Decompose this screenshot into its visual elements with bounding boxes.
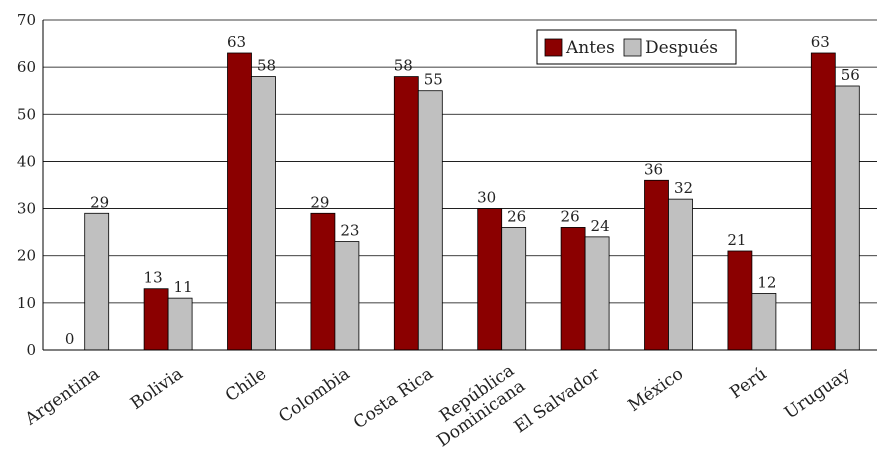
data-label: 13	[144, 269, 163, 287]
data-label: 58	[257, 57, 276, 75]
data-label: 23	[340, 222, 359, 240]
bar-antes-6	[560, 227, 586, 351]
legend-label: Antes	[565, 38, 615, 58]
data-label: 29	[310, 193, 329, 211]
data-label: 30	[477, 189, 496, 207]
legend-swatch-antes	[544, 38, 563, 57]
bar-antes-2	[227, 52, 252, 351]
y-tick-label: 60	[17, 58, 36, 76]
bar-después-8	[751, 293, 777, 351]
bar-antes-7	[644, 179, 669, 351]
data-label: 26	[561, 207, 580, 225]
x-tick-label-line: Costa Rica	[350, 364, 437, 433]
x-tick-label: México	[625, 364, 687, 416]
data-label: 29	[90, 193, 109, 211]
data-label: 32	[674, 179, 693, 197]
data-label: 36	[644, 160, 663, 178]
x-tick-label: Perú	[726, 364, 770, 403]
data-label: 56	[841, 66, 860, 84]
data-label: 21	[727, 231, 746, 249]
bar-después-9	[834, 85, 860, 351]
y-tick-label: 70	[17, 11, 36, 29]
legend-swatch-después	[623, 38, 642, 57]
data-label: 26	[507, 207, 526, 225]
bar-después-6	[584, 236, 610, 351]
x-tick-label-line: Colombia	[275, 364, 353, 427]
bar-después-5	[501, 227, 527, 351]
bar-después-1	[167, 297, 193, 351]
bar-antes-5	[477, 208, 503, 351]
bar-después-7	[668, 198, 693, 351]
y-tick-label: 40	[17, 152, 36, 170]
y-tick-label: 30	[17, 200, 36, 218]
bar-antes-9	[810, 52, 836, 351]
y-tick-label: 50	[17, 105, 36, 123]
bar-antes-3	[310, 212, 336, 351]
data-label: 0	[65, 330, 75, 348]
data-label: 63	[227, 33, 246, 51]
data-label: 63	[811, 33, 830, 51]
bar-antes-8	[727, 250, 753, 351]
x-tick-label: Bolivia	[127, 364, 187, 414]
bar-después-3	[334, 241, 360, 351]
bar-después-0	[84, 212, 110, 351]
y-tick-label: 10	[17, 294, 36, 312]
data-label: 12	[757, 273, 776, 291]
x-tick-label: Colombia	[275, 364, 353, 427]
y-tick-label: 0	[26, 341, 36, 359]
x-tick-label: Uruguay	[781, 364, 854, 424]
y-tick-label: 20	[17, 247, 36, 265]
data-label: 11	[174, 278, 193, 296]
bar-después-4	[417, 90, 443, 351]
x-tick-label-line: Uruguay	[781, 364, 854, 424]
x-tick-label-line: México	[625, 364, 687, 416]
data-label: 58	[394, 57, 413, 75]
bar-antes-4	[393, 76, 419, 351]
x-tick-label: Argentina	[21, 364, 103, 430]
data-label: 55	[424, 71, 443, 89]
x-tick-label: El Salvador	[511, 363, 605, 437]
bar-antes-1	[143, 288, 169, 351]
x-tick-label-line: El Salvador	[511, 363, 605, 437]
bar-después-2	[251, 76, 276, 351]
x-tick-label-line: Chile	[222, 364, 270, 406]
x-tick-label-line: Argentina	[21, 364, 103, 430]
x-tick-label: Costa Rica	[350, 364, 437, 433]
x-tick-label-line: Bolivia	[127, 364, 187, 414]
x-tick-label-line: Perú	[726, 364, 770, 403]
data-label: 24	[591, 217, 610, 235]
legend-label: Después	[645, 38, 718, 58]
x-tick-label: Chile	[222, 364, 270, 406]
